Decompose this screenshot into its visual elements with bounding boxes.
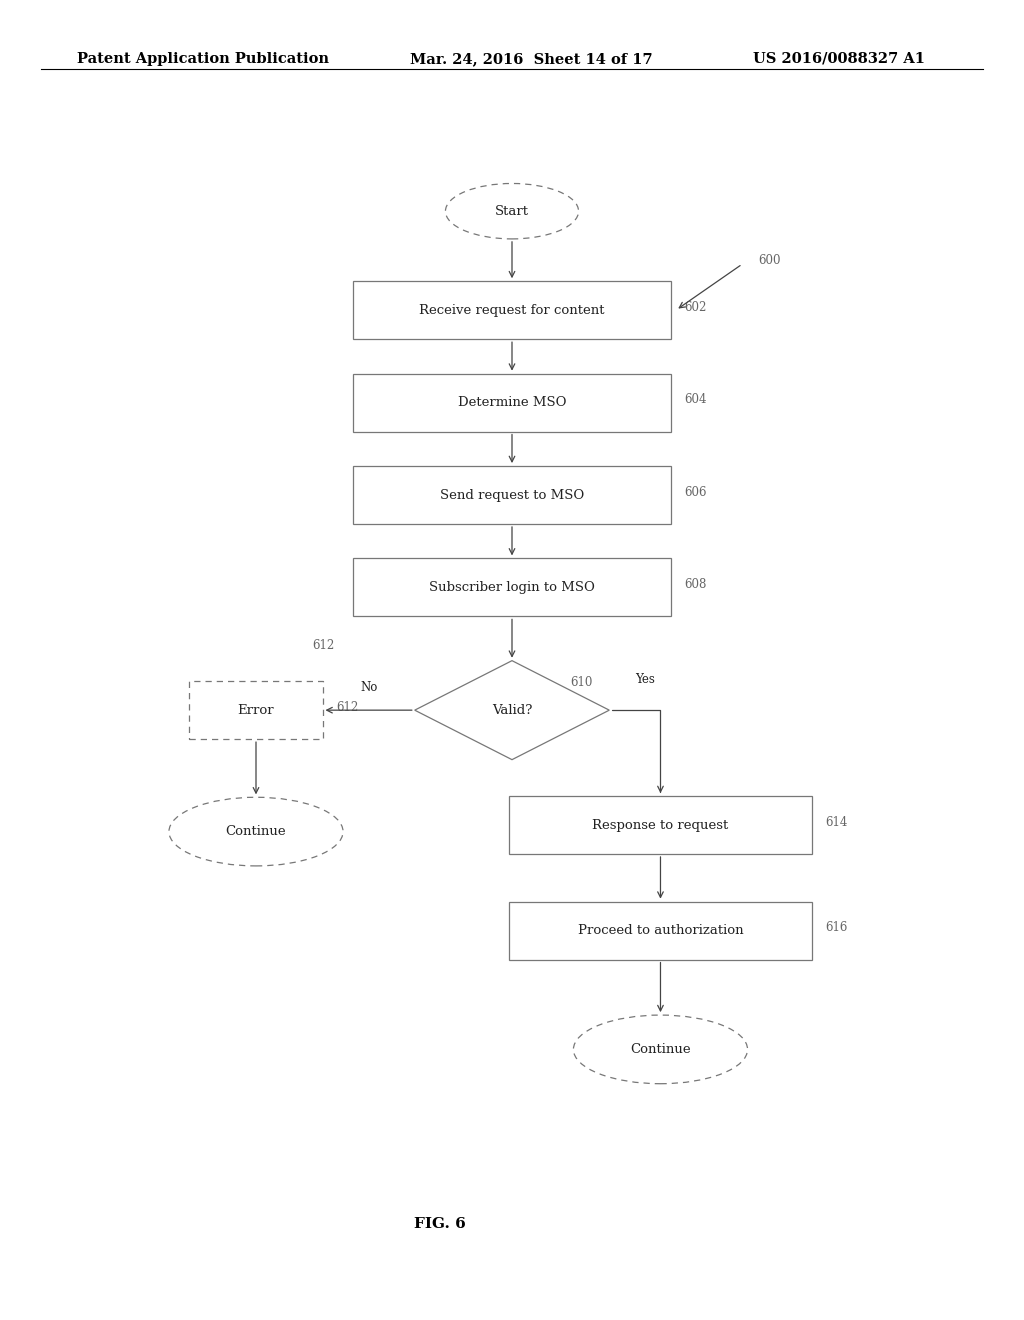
Text: Send request to MSO: Send request to MSO [440,488,584,502]
Text: 602: 602 [684,301,707,314]
Ellipse shape [445,183,579,239]
Text: Subscriber login to MSO: Subscriber login to MSO [429,581,595,594]
Text: 600: 600 [758,253,780,267]
Text: 616: 616 [825,921,847,935]
Text: Continue: Continue [630,1043,691,1056]
FancyBboxPatch shape [353,281,671,339]
FancyBboxPatch shape [353,466,671,524]
Text: 606: 606 [684,486,707,499]
Text: Mar. 24, 2016  Sheet 14 of 17: Mar. 24, 2016 Sheet 14 of 17 [410,51,652,66]
Text: 612: 612 [312,639,335,652]
Text: Proceed to authorization: Proceed to authorization [578,924,743,937]
FancyBboxPatch shape [189,681,323,739]
FancyBboxPatch shape [353,558,671,616]
FancyBboxPatch shape [510,796,811,854]
Ellipse shape [573,1015,748,1084]
Text: Response to request: Response to request [592,818,729,832]
Polygon shape [415,660,609,759]
FancyBboxPatch shape [353,374,671,432]
Text: Determine MSO: Determine MSO [458,396,566,409]
Ellipse shape [169,797,343,866]
Text: 614: 614 [825,816,847,829]
FancyBboxPatch shape [510,902,811,960]
Text: 608: 608 [684,578,707,591]
Text: 604: 604 [684,393,707,407]
Text: Valid?: Valid? [492,704,532,717]
Text: Patent Application Publication: Patent Application Publication [77,51,329,66]
Text: Continue: Continue [225,825,287,838]
Text: 612: 612 [336,701,358,714]
Text: FIG. 6: FIG. 6 [415,1217,466,1230]
Text: Error: Error [238,704,274,717]
Text: Receive request for content: Receive request for content [419,304,605,317]
Text: Start: Start [495,205,529,218]
Text: US 2016/0088327 A1: US 2016/0088327 A1 [753,51,925,66]
Text: 610: 610 [570,676,593,689]
Text: No: No [360,681,377,694]
Text: Yes: Yes [635,673,654,686]
